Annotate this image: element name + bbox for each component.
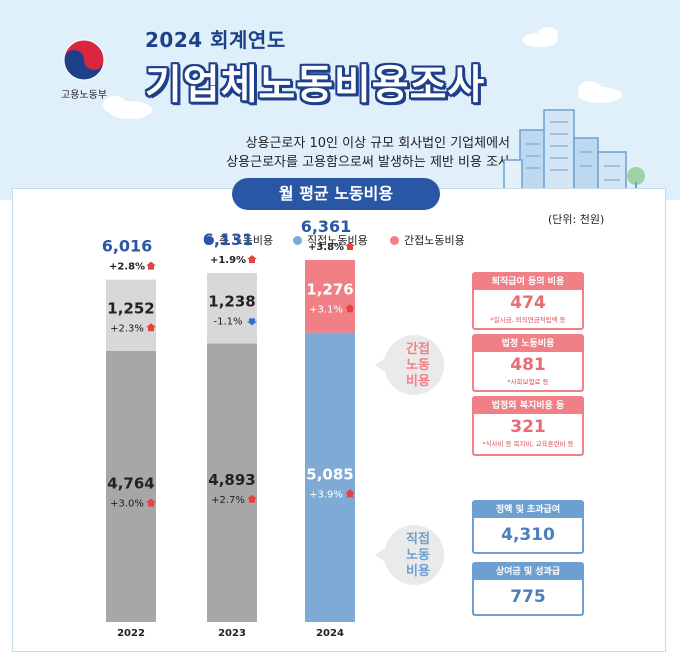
x-tick-label-2022: 2022 [117,628,145,639]
indirect-change-2022: +2.3% [110,323,144,334]
legend-item-direct: 직접노동비용 [293,232,368,248]
main-title: 기업체노동비용조사 [145,62,486,108]
down-arrow-icon [247,318,257,326]
subtitle-line-2: 상용근로자를 고용함으로써 발생하는 제반 비용 조사 [226,155,510,170]
legend-dot-direct [293,235,302,245]
total-change-2024: +3.8% [308,242,344,253]
direct-value-2023: 4,893 [208,471,255,489]
total-value-2024: 6,361 [301,217,352,236]
direct-change-2022: +3.0% [110,498,144,509]
indirect-callout-bubble [375,335,445,395]
direct-box-title: 정액 및 초과급여 [474,502,582,518]
indirect-change-2023: -1.1% [213,316,242,327]
indirect-box-value: 321 [510,417,546,437]
direct-box-regular-pay: 정액 및 초과급여 4,310 [472,500,584,554]
bar-direct-2023 [207,343,257,622]
up-arrow-icon [146,323,156,332]
unit-label: (단위: 천원) [548,213,605,226]
legend-dot-total [205,235,214,245]
legend-label-total: 총 노동비용 [219,234,274,247]
bar-direct-2024 [305,332,355,622]
up-arrow-icon [345,304,355,313]
indirect-box-note: *식사비 등 복지비, 교육훈련비 등 [482,440,574,448]
indirect-change-2024: +3.1% [309,304,343,315]
direct-value-2024: 5,085 [306,465,353,483]
indirect-value-2024: 1,276 [306,280,353,298]
bar-indirect-2022 [106,279,156,351]
x-tick-label-2024: 2024 [316,628,344,639]
indirect-box-title: 법정외 복지비용 등 [474,398,582,414]
up-arrow-icon [146,498,156,507]
direct-value-2022: 4,764 [107,474,154,492]
legend-item-indirect: 간접노동비용 [390,232,465,248]
direct-change-2024: +3.9% [309,489,343,500]
direct-callout-bubble [375,525,445,585]
legend-item-total: 총 노동비용 [205,232,273,248]
total-value-2023: 6,131 [203,230,254,249]
indirect-box-value: 481 [510,355,546,375]
total-value-2022: 6,016 [102,237,153,256]
government-emblem-icon [63,39,105,81]
direct-callout-label: 직접 노동 비용 [406,532,430,579]
direct-box-title: 상여금 및 성과급 [474,564,582,580]
x-tick-label-2023: 2023 [218,628,246,639]
indirect-value-2023: 1,238 [208,292,255,310]
indirect-box-statutory: 법정 노동비용 481 *사회보험료 등 [472,334,584,392]
bar-direct-2022 [106,350,156,622]
up-arrow-icon [146,261,156,270]
indirect-box-note: *사회보험료 등 [507,378,549,386]
legend-label-direct: 직접노동비용 [307,234,368,247]
year-title: 2024 회계연도 [145,28,286,52]
total-change-2023: +1.9% [210,255,246,266]
section-title: 월 평균 노동비용 [232,178,440,210]
indirect-box-note: *일시금, 퇴직연금적립액 등 [490,316,566,324]
bar-indirect-2023 [207,273,257,344]
up-arrow-icon [247,255,257,264]
legend-dot-indirect [390,235,399,245]
direct-box-value: 775 [510,587,546,607]
indirect-box-title: 법정 노동비용 [474,336,582,352]
indirect-box-welfare: 법정외 복지비용 등 321 *식사비 등 복지비, 교육훈련비 등 [472,396,584,456]
indirect-box-value: 474 [510,293,546,313]
indirect-value-2022: 1,252 [107,299,154,317]
up-arrow-icon [345,489,355,498]
bar-indirect-2024 [305,260,355,333]
indirect-box-retirement: 퇴직급여 등의 비용 474 *일시금, 퇴직연금적립액 등 [472,272,584,330]
up-arrow-icon [345,242,355,250]
subtitle-line-1: 상용근로자 10인 이상 규모 회사법인 기업체에서 [245,136,510,151]
ministry-name: 고용노동부 [61,90,107,101]
cloud-decoration [103,27,622,119]
indirect-box-title: 퇴직급여 등의 비용 [474,274,582,290]
direct-box-bonus: 상여금 및 성과급 775 [472,562,584,616]
up-arrow-icon [247,494,257,503]
legend-label-indirect: 간접노동비용 [404,234,465,247]
direct-change-2023: +2.7% [211,495,245,506]
total-change-2022: +2.8% [109,262,145,273]
direct-box-value: 4,310 [501,525,555,545]
indirect-callout-label: 간접 노동 비용 [406,342,430,389]
